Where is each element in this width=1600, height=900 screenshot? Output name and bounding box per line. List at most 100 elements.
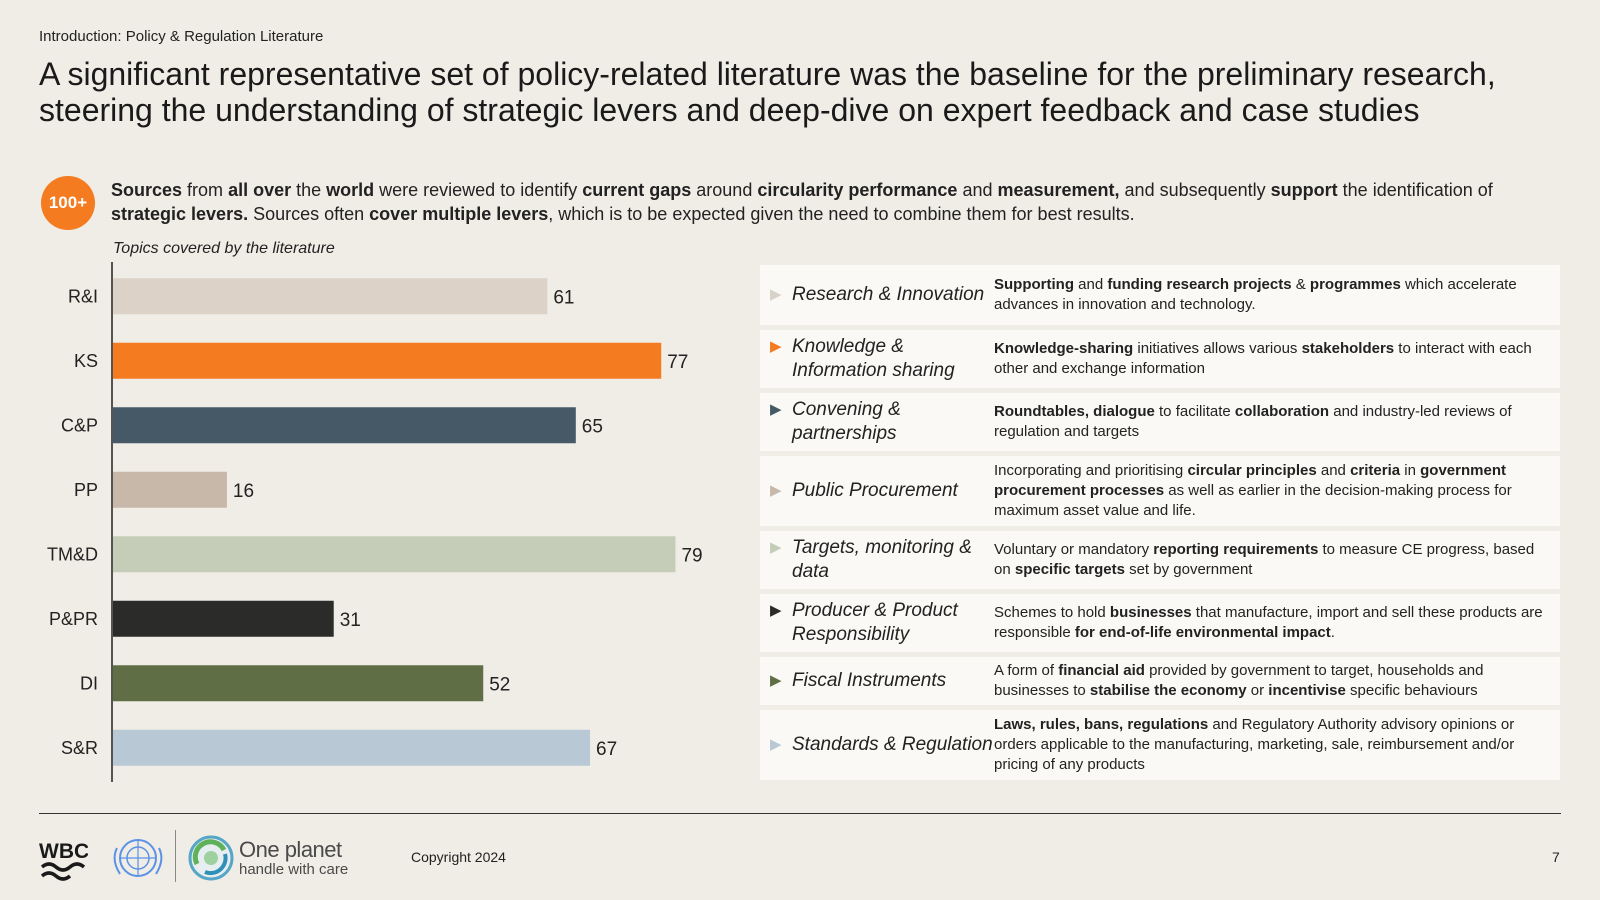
page-number: 7 [1552,849,1560,865]
category-label: KS [74,351,98,371]
emphasis-text: world [326,180,375,200]
lever-heading: ▶ Standards & Regulation [760,733,994,757]
category-label: R&I [68,286,98,306]
text-segment: in [1400,462,1421,479]
emphasis-text: Sources [111,180,183,200]
lever-name: Knowledge & Information sharing [792,336,955,381]
lever-description: Voluntary or mandatory reporting require… [994,540,1560,580]
lever-name: Standards & Regulation [792,734,993,755]
bar [113,665,484,702]
text-segment: that manufacture, import and sell these … [994,604,1543,641]
category-label: P&PR [49,609,98,629]
lever-heading: ▶ Public Procurement [760,479,994,503]
lever-name: Targets, monitoring & data [792,537,972,582]
emphasis-text: Knowledge-sharing [994,340,1134,357]
text-segment: around [691,180,758,200]
text-segment: the identification of [1337,180,1493,200]
text-segment: initiatives allows various [1133,340,1302,357]
emphasis-text: current gaps [582,180,692,200]
lever-heading: ▶ Producer & Product Responsibility [760,599,994,647]
lever-heading: ▶ Fiscal Instruments [760,669,994,693]
text-segment: and Regulatory Authority advisory opinio… [994,716,1515,773]
emphasis-text: collaboration [1234,403,1330,420]
lever-description: Knowledge-sharing initiatives allows var… [994,339,1560,379]
bar [113,342,662,379]
text-segment: and [957,180,998,200]
emphasis-text: Supporting [994,276,1074,293]
triangle-arrow-icon: ▶ [770,482,782,499]
text-segment: set by government [1124,561,1253,578]
value-label: 77 [667,352,688,373]
text-segment: and [1316,462,1351,479]
breadcrumb: Introduction: Policy & Regulation Litera… [39,28,324,45]
one-planet-title: One planet [239,837,342,862]
emphasis-text: government procurement processes [994,462,1506,499]
text-segment: . [1330,624,1335,641]
emphasis-text: circular principles [1187,462,1317,479]
emphasis-text: Roundtables, dialogue [994,403,1155,420]
text-segment: to measure CE progress, based on [994,541,1535,578]
sources-count-badge: 100+ [41,176,95,230]
lever-name: Research & Innovation [792,284,985,305]
lever-item: ▶ Standards & Regulation Laws, rules, bans… [760,710,1560,780]
lever-description: Incorporating and prioritising circular … [994,461,1560,521]
text-segment: Incorporating and prioritising [994,462,1188,479]
emphasis-text: all over [228,180,292,200]
lever-heading: ▶ Targets, monitoring & data [760,536,994,584]
bar [113,407,576,444]
value-label: 67 [596,739,617,760]
bar [113,729,591,766]
copyright: Copyright 2024 [411,849,506,865]
text-segment: which accelerate advances in innovation … [994,276,1517,313]
text-segment: & [1291,276,1310,293]
triangle-arrow-icon: ▶ [770,672,782,689]
value-label: 79 [681,545,702,566]
text-segment: Schemes to hold [994,604,1110,621]
footer-divider [39,813,1561,814]
category-label: PP [74,480,98,500]
triangle-arrow-icon: ▶ [770,602,782,619]
lever-item: ▶ Targets, monitoring & data Voluntary or … [760,531,1560,589]
lever-description: Laws, rules, bans, regulations and Regul… [994,715,1560,775]
chart-caption: Topics covered by the literature [113,240,335,257]
text-segment: A form of [994,662,1059,679]
text-segment: specific behaviours [1345,682,1478,699]
text-segment: and [1073,276,1108,293]
triangle-arrow-icon: ▶ [770,286,782,303]
lever-item: ▶ Producer & Product Responsibility Scheme… [760,594,1560,652]
logo-divider [175,830,176,882]
lever-item: ▶ Research & Innovation Supporting and fun… [760,265,1560,325]
triangle-arrow-icon: ▶ [770,338,782,355]
lever-item: ▶ Public Procurement Incorporating and pri… [760,456,1560,526]
lever-item: ▶ Convening & partnerships Roundtables, di… [760,393,1560,451]
value-label: 61 [553,287,574,308]
text-segment: to facilitate [1154,403,1235,420]
emphasis-text: for end-of-life environmental impact [1074,624,1331,641]
emphasis-text: reporting requirements [1153,541,1319,558]
lever-description: Schemes to hold businesses that manufact… [994,603,1560,643]
emphasis-text: incentivise [1268,682,1346,699]
value-label: 31 [340,610,361,631]
emphasis-text: criteria [1350,462,1401,479]
category-label: S&R [61,738,98,758]
lever-heading: ▶ Research & Innovation [760,283,994,307]
bar [113,471,227,508]
text-segment: or [1246,682,1269,699]
text-segment: Sources often [248,204,370,224]
text-segment: from [182,180,229,200]
triangle-arrow-icon: ▶ [770,401,782,418]
value-label: 65 [582,416,603,437]
category-label: DI [80,673,98,693]
emphasis-text: support [1270,180,1338,200]
lever-description: A form of financial aid provided by gove… [994,661,1560,701]
levers-list: ▶ Research & Innovation Supporting and fun… [760,265,1560,785]
emphasis-text: cover multiple levers [369,204,549,224]
text-segment: and industry-led reviews of regulation a… [994,403,1512,440]
emphasis-text: stabilise the economy [1089,682,1247,699]
intro-text: Sources from all over the world were rev… [111,178,1541,226]
emphasis-text: Laws, rules, bans, regulations [994,716,1209,733]
text-segment: the [291,180,327,200]
lever-heading: ▶ Knowledge & Information sharing [760,335,994,383]
triangle-arrow-icon: ▶ [770,736,782,753]
emphasis-text: measurement, [997,180,1120,200]
